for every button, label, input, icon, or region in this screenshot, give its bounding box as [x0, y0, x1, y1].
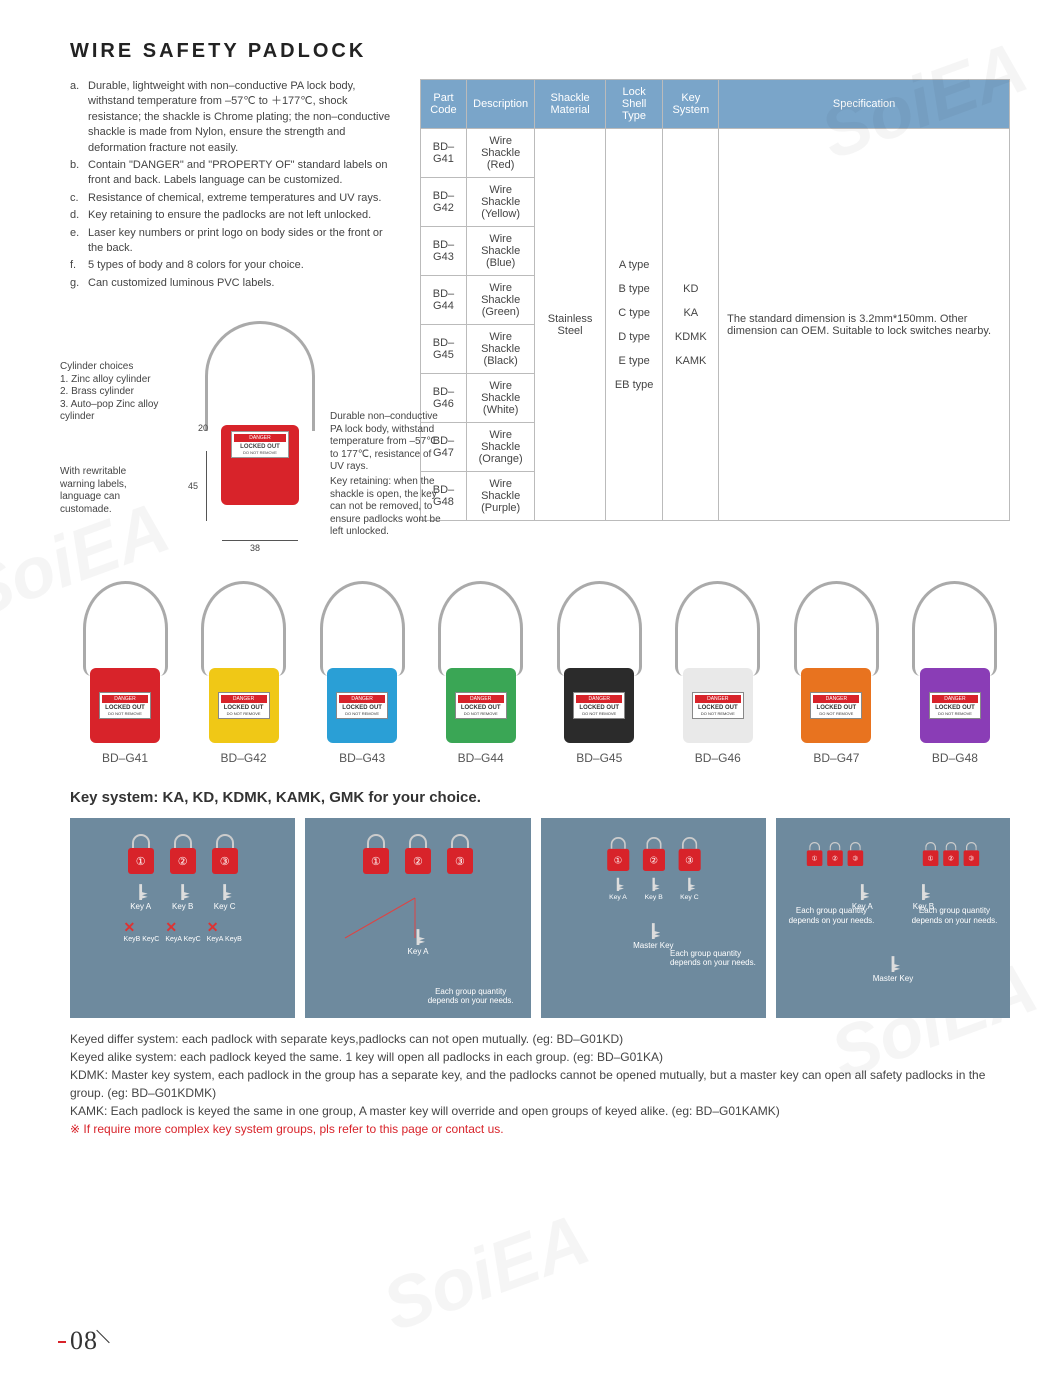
table-row: BD–G41Wire Shackle(Red)Stainless SteelA …: [421, 129, 1010, 178]
panel-kamk-note-a: Each group quantity depends on your need…: [784, 906, 879, 925]
mini-lock: ①: [361, 834, 391, 874]
feature-item: a.Durable, lightweight with non–conducti…: [70, 79, 400, 156]
panel-ka: ①②③ Key A Each group quantity depends on…: [305, 818, 530, 1018]
feature-item: d.Key retaining to ensure the padlocks a…: [70, 208, 400, 223]
dim-side: 45: [188, 481, 198, 491]
mini-key: Key C: [210, 878, 240, 911]
mini-lock: ①: [605, 837, 631, 871]
mini-key: Key B: [641, 873, 667, 901]
mini-lock: ③: [210, 834, 240, 874]
panel-kamk-note-b: Each group quantity depends on your need…: [907, 906, 1002, 925]
feature-item: b.Contain "DANGER" and "PROPERTY OF" sta…: [70, 158, 400, 189]
table-header: Lock Shell Type: [605, 80, 663, 129]
key-desc-line: KAMK: Each padlock is keyed the same in …: [70, 1102, 1010, 1120]
mini-lock: ③: [846, 842, 864, 866]
diagram-padlock: DANGER LOCKED OUT DO NOT REMOVE 20 45 38: [200, 321, 320, 551]
diagram-note-retain: Key retaining: when the shackle is open,…: [330, 476, 450, 539]
key-desc-line: KDMK: Master key system, each padlock in…: [70, 1066, 1010, 1102]
watermark: SoiEA: [372, 1198, 599, 1348]
mini-lock: ③: [445, 834, 475, 874]
table-header: Specification: [719, 80, 1010, 129]
key-system-panels: ①②③ Key AKey BKey C ✕KeyB KeyC✕KeyA KeyC…: [70, 818, 1010, 1018]
mini-key: Key A: [126, 878, 156, 911]
mini-lock: ①: [126, 834, 156, 874]
diagram-tag-remove: DO NOT REMOVE: [234, 450, 286, 455]
panel-ka-key: Key A: [315, 947, 520, 956]
spec-table: Part CodeDescriptionShackle MaterialLock…: [420, 79, 1010, 521]
color-swatch: DANGER LOCKED OUT DO NOT REMOVE BD–G41: [70, 581, 180, 765]
feature-item: g.Can customized luminous PVC labels.: [70, 276, 400, 291]
feature-item: f.5 types of body and 8 colors for your …: [70, 258, 400, 273]
panel-kamk: ①②③ ①②③ Key A Key B Each group quantity …: [776, 818, 1010, 1018]
table-header: Key System: [663, 80, 719, 129]
dim-bottom: 38: [250, 543, 260, 553]
table-header: Shackle Material: [535, 80, 605, 129]
color-swatch: DANGER LOCKED OUT DO NOT REMOVE BD–G48: [900, 581, 1010, 765]
key-system-descriptions: Keyed differ system: each padlock with s…: [70, 1030, 1010, 1138]
panel-kdmk: ①②③ Key AKey BKey C Master Key Each grou…: [541, 818, 766, 1018]
color-swatch: DANGER LOCKED OUT DO NOT REMOVE BD–G43: [307, 581, 417, 765]
diagram-note-body: Durable non–conductive PA lock body, wit…: [330, 411, 440, 474]
diagram-note-cylinder: Cylinder choices1. Zinc alloy cylinder2.…: [60, 361, 170, 424]
page-number: 08: [70, 1326, 98, 1356]
diagram-note-label: With rewritable warning labels, language…: [60, 466, 160, 516]
mini-key: Key A: [605, 873, 631, 901]
product-diagram: Cylinder choices1. Zinc alloy cylinder2.…: [70, 301, 400, 561]
mini-lock: ①: [922, 842, 940, 866]
mini-lock: ③: [676, 837, 702, 871]
table-header: Description: [466, 80, 534, 129]
mini-lock: ②: [403, 834, 433, 874]
key-desc-warning: ※ If require more complex key system gro…: [70, 1120, 1010, 1138]
panel-ka-note: Each group quantity depends on your need…: [421, 987, 521, 1006]
color-swatch: DANGER LOCKED OUT DO NOT REMOVE BD–G44: [426, 581, 536, 765]
panel-kamk-master: Master Key: [786, 974, 1000, 983]
mini-key: Key C: [676, 873, 702, 901]
color-swatch: DANGER LOCKED OUT DO NOT REMOVE BD–G47: [781, 581, 891, 765]
color-swatch: DANGER LOCKED OUT DO NOT REMOVE BD–G46: [663, 581, 773, 765]
mini-lock: ②: [826, 842, 844, 866]
page-title: WIRE SAFETY PADLOCK: [70, 40, 1010, 63]
key-system-heading: Key system: KA, KD, KDMK, KAMK, GMK for …: [70, 789, 1010, 806]
feature-list: a.Durable, lightweight with non–conducti…: [70, 79, 400, 291]
feature-item: c.Resistance of chemical, extreme temper…: [70, 191, 400, 206]
color-swatch-row: DANGER LOCKED OUT DO NOT REMOVE BD–G41 D…: [70, 581, 1010, 765]
dim-top: 20: [198, 423, 208, 433]
color-swatch: DANGER LOCKED OUT DO NOT REMOVE BD–G42: [189, 581, 299, 765]
mini-lock: ②: [942, 842, 960, 866]
panel-kd: ①②③ Key AKey BKey C ✕KeyB KeyC✕KeyA KeyC…: [70, 818, 295, 1018]
color-swatch: DANGER LOCKED OUT DO NOT REMOVE BD–G45: [544, 581, 654, 765]
feature-item: e.Laser key numbers or print logo on bod…: [70, 226, 400, 257]
key-desc-line: Keyed differ system: each padlock with s…: [70, 1030, 1010, 1048]
mini-key: Key B: [168, 878, 198, 911]
panel-kdmk-note: Each group quantity depends on your need…: [670, 949, 760, 968]
mini-lock: ②: [168, 834, 198, 874]
table-header: Part Code: [421, 80, 467, 129]
mini-lock: ③: [962, 842, 980, 866]
key-desc-line: Keyed alike system: each padlock keyed t…: [70, 1048, 1010, 1066]
diagram-tag-danger: DANGER: [234, 434, 286, 442]
mini-lock: ①: [806, 842, 824, 866]
mini-lock: ②: [641, 837, 667, 871]
